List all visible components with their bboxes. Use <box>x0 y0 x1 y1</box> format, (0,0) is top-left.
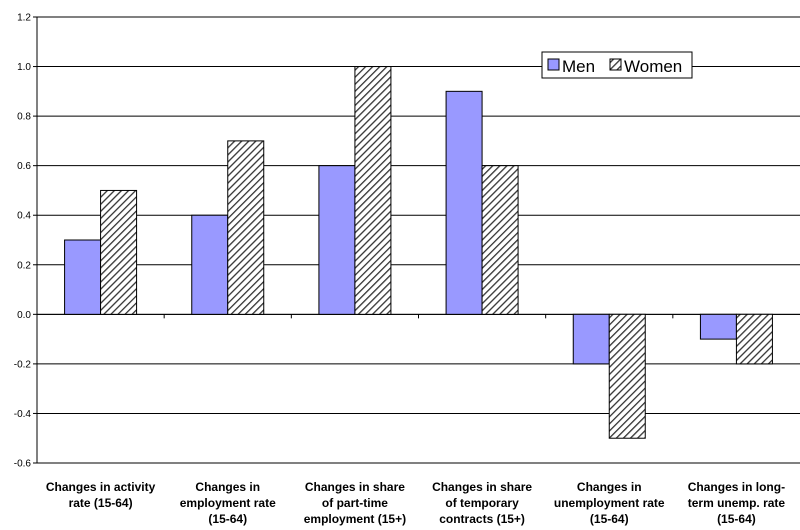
x-category-label-line: contracts (15+) <box>439 512 525 526</box>
x-category-label-line: Changes in activity <box>46 480 156 494</box>
bar-women <box>227 140 265 315</box>
legend-swatch-women <box>609 58 622 71</box>
x-category-label-line: Changes in <box>195 480 260 494</box>
bar-women <box>354 66 392 315</box>
x-category-label: Changes in activity rate (15-64) <box>46 480 156 510</box>
y-tick-label: -0.4 <box>14 409 32 420</box>
gridlines <box>37 16 800 464</box>
y-tick-label: -0.6 <box>14 459 32 470</box>
x-category-label-line: Changes in long- <box>688 480 785 494</box>
labels: -0.6 -0.4 -0.2 0.0 0.2 0.4 0.6 0.8 1.0 1.2 Changes… <box>14 13 786 527</box>
x-category-label: Changes in unemployment rate (15-64) <box>554 480 665 526</box>
y-tick-label: 1.2 <box>17 13 31 24</box>
y-tick-label: 0.4 <box>17 211 31 222</box>
bar-men <box>191 214 229 315</box>
x-category-label-line: Changes in <box>577 480 642 494</box>
x-category-label-line: unemployment rate <box>554 496 665 510</box>
bar-women <box>481 165 519 315</box>
x-category-label-line: (15-64) <box>717 512 756 526</box>
x-category-label-line: employment rate <box>180 496 276 510</box>
legend-swatch-men <box>547 58 560 71</box>
x-category-label-line: (15-64) <box>590 512 629 526</box>
x-category-label-line: of temporary <box>445 496 519 510</box>
x-category-label-line: term unemp. rate <box>688 496 786 510</box>
bar-women <box>735 313 773 365</box>
bars <box>64 66 773 439</box>
x-category-label: Changes in employment rate (15-64) <box>180 480 276 526</box>
bar-women <box>608 313 646 439</box>
y-tick-label: 0.6 <box>17 161 31 172</box>
legend-label-men: Men <box>562 57 595 76</box>
bar-men <box>445 90 483 315</box>
x-category-label: Changes in share of temporary contracts (1… <box>432 480 532 526</box>
y-tick-label: 1.0 <box>17 62 31 73</box>
y-tick-label: -0.2 <box>14 359 32 370</box>
x-category-label-line: of part-time <box>322 496 388 510</box>
legend: Men Women <box>541 51 693 79</box>
x-category-label-line: employment (15+) <box>304 512 406 526</box>
x-category-label-line: (15-64) <box>208 512 247 526</box>
x-category-label-line: Changes in share <box>432 480 532 494</box>
bar-men <box>318 165 356 315</box>
x-category-label: Changes in long-term unemp. rate (15-64) <box>688 480 786 526</box>
bar-men <box>699 313 737 340</box>
x-category-label-line: Changes in share <box>305 480 405 494</box>
bar-men <box>572 313 610 365</box>
y-tick-label: 0.8 <box>17 112 31 123</box>
axes <box>33 16 800 464</box>
bar-men <box>64 239 102 315</box>
x-category-label-line: rate (15-64) <box>69 496 133 510</box>
y-tick-label: 0.2 <box>17 260 31 271</box>
y-tick-label: 0.0 <box>17 310 31 321</box>
legend-label-women: Women <box>624 57 682 76</box>
bar-women <box>100 189 138 315</box>
x-category-label: Changes in share of part-time employment (… <box>304 480 406 526</box>
